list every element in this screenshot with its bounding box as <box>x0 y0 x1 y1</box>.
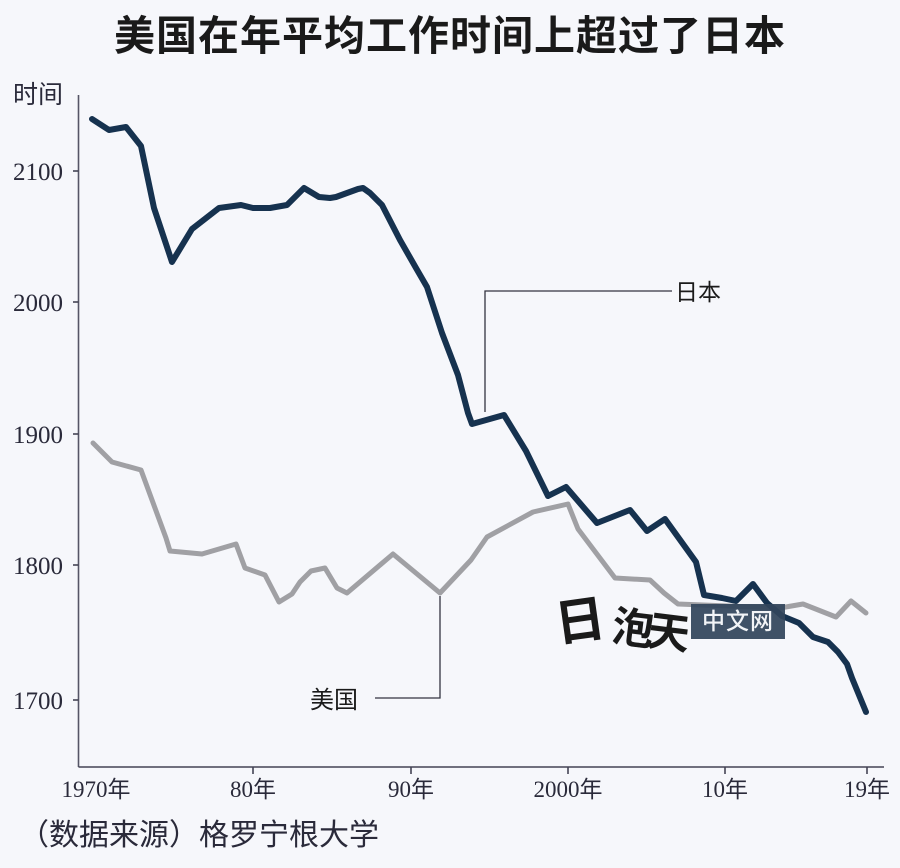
svg-text:中文网: 中文网 <box>702 602 774 636</box>
svg-text:80年: 80年 <box>230 770 276 804</box>
svg-text:泡天: 泡天 <box>609 593 694 663</box>
svg-text:19年: 19年 <box>844 770 890 804</box>
svg-text:2000年: 2000年 <box>534 770 603 804</box>
svg-text:时间: 时间 <box>13 75 63 111</box>
svg-text:日: 日 <box>550 578 610 656</box>
svg-text:90年: 90年 <box>388 770 434 804</box>
svg-text:美国: 美国 <box>310 680 358 715</box>
svg-text:2000: 2000 <box>13 290 63 317</box>
svg-text:10年: 10年 <box>702 770 748 804</box>
svg-text:2100: 2100 <box>13 159 63 186</box>
svg-text:1800: 1800 <box>13 553 63 580</box>
svg-text:1900: 1900 <box>13 422 63 449</box>
svg-text:日本: 日本 <box>675 273 721 307</box>
svg-text:1970年: 1970年 <box>62 770 131 804</box>
svg-text:1700: 1700 <box>13 688 63 715</box>
svg-text:（数据来源）格罗宁根大学: （数据来源）格罗宁根大学 <box>19 810 379 854</box>
